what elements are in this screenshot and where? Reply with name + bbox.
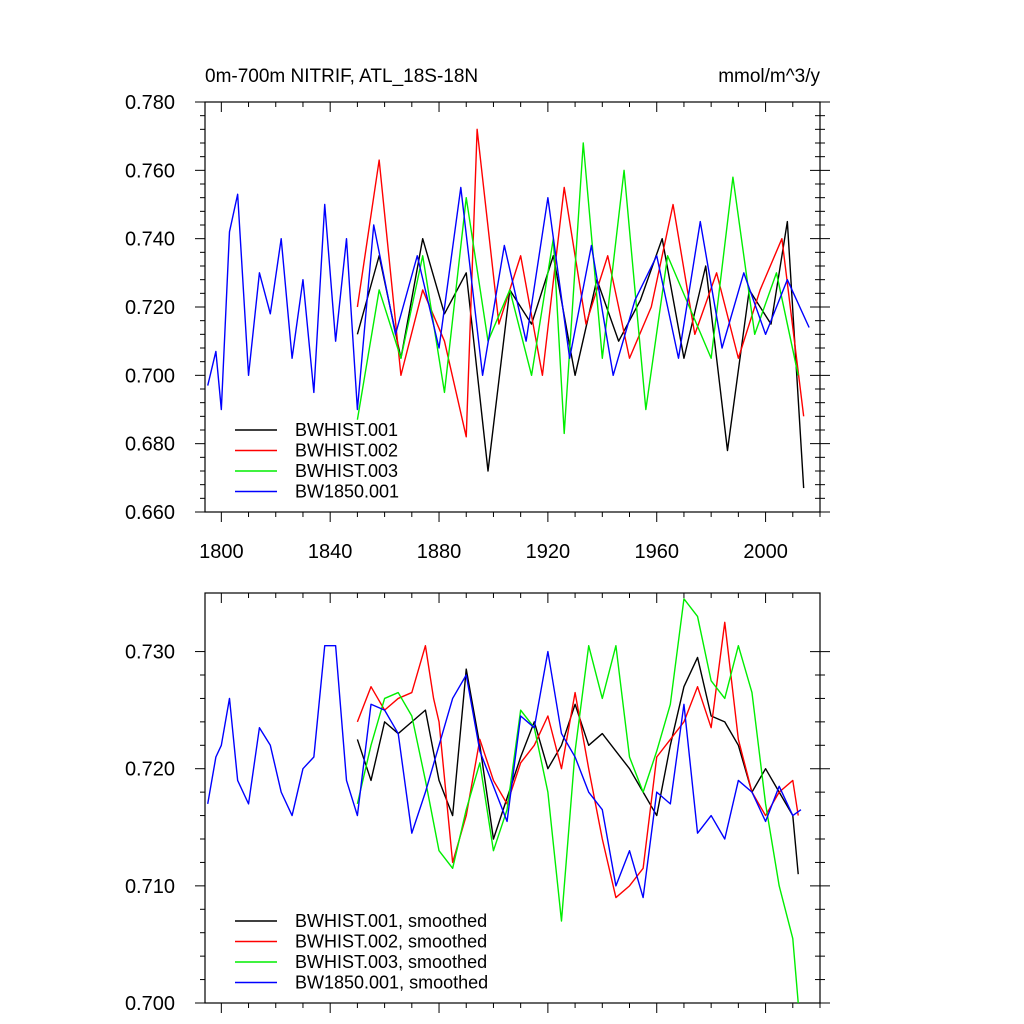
series-line-3	[356, 598, 799, 1003]
series-line-4	[207, 645, 802, 899]
x-tick-label: 2000	[743, 541, 788, 563]
top-plot-title: 0m-700m NITRIF, ATL_18S-18N	[205, 66, 478, 87]
y-tick-label: 0.700	[125, 993, 175, 1015]
top-panel: 0m-700m NITRIF, ATL_18S-18N mmol/m^3/y 1…	[125, 66, 830, 563]
y-tick-label: 0.700	[125, 365, 175, 387]
legend-label: BWHIST.001, smoothed	[295, 911, 487, 931]
bottom-ticks: 0.700 0.710 0.720 0.730	[125, 593, 830, 1015]
top-plot-units: mmol/m^3/y	[718, 66, 820, 87]
y-tick-label: 0.710	[125, 876, 175, 898]
bottom-series-group	[207, 598, 802, 1003]
top-series-group	[207, 128, 810, 489]
top-ticks: 1800 1840 1880 1920 1960 2000 0.660 0.680 0.700 0…	[125, 92, 830, 563]
series-line-4	[207, 186, 810, 411]
series-line-3	[356, 142, 799, 435]
legend-label: BWHIST.001	[295, 420, 398, 440]
y-tick-label: 0.720	[125, 297, 175, 319]
series-line-2	[356, 621, 799, 899]
x-tick-label: 1960	[634, 541, 679, 563]
y-tick-label: 0.740	[125, 229, 175, 251]
y-tick-label: 0.780	[125, 92, 175, 114]
y-tick-label: 0.660	[125, 502, 175, 524]
x-tick-label: 1800	[199, 541, 244, 563]
y-tick-label: 0.760	[125, 160, 175, 182]
bottom-panel: 0.700 0.710 0.720 0.730 BWHIST.001, smoothe…	[125, 592, 830, 1015]
series-line-1	[356, 656, 799, 875]
series-line-2	[356, 128, 805, 438]
x-tick-label: 1920	[526, 541, 571, 563]
x-tick-label: 1840	[308, 541, 353, 563]
y-tick-label: 0.680	[125, 434, 175, 456]
legend-label: BWHIST.002	[295, 441, 398, 461]
legend-label: BW1850.001, smoothed	[295, 973, 488, 993]
y-tick-label: 0.730	[125, 642, 175, 664]
legend-label: BW1850.001	[295, 482, 399, 502]
legend-label: BWHIST.003, smoothed	[295, 952, 487, 972]
x-tick-label: 1880	[417, 541, 462, 563]
bottom-plot-frame	[204, 592, 821, 1004]
series-line-1	[356, 220, 805, 489]
legend-label: BWHIST.003	[295, 461, 398, 481]
y-tick-label: 0.720	[125, 759, 175, 781]
legend-label: BWHIST.002, smoothed	[295, 932, 487, 952]
